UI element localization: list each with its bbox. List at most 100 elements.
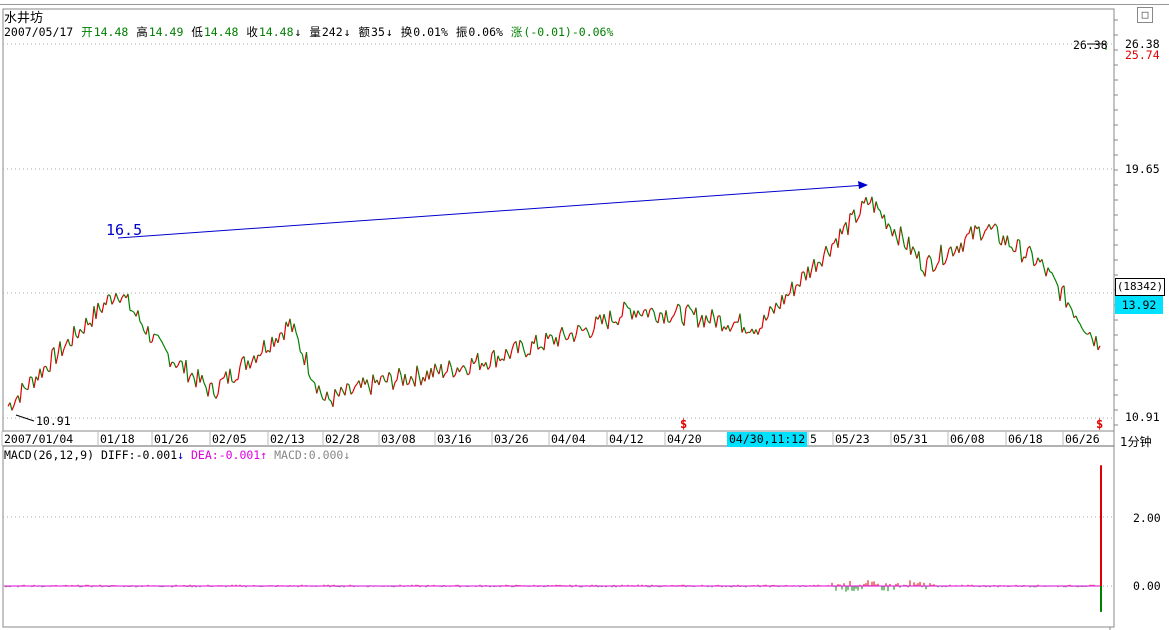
price-segment — [779, 295, 783, 309]
price-segment — [63, 343, 67, 350]
signal-icon-2[interactable]: $ — [1096, 417, 1104, 431]
price-segment — [1053, 277, 1057, 282]
close-icon[interactable]: □ — [1137, 7, 1153, 23]
price-segment — [57, 341, 61, 355]
price-segment — [1031, 252, 1035, 266]
price-segment — [859, 200, 863, 215]
price-segment — [1045, 267, 1049, 277]
price-segment — [310, 378, 314, 382]
price-segment — [169, 361, 173, 368]
price-segment — [493, 350, 497, 368]
price-segment — [13, 398, 17, 406]
price-segment — [829, 244, 833, 257]
price-segment — [141, 324, 145, 332]
price-segment — [324, 391, 328, 401]
price-segment — [980, 236, 984, 241]
price-segment — [775, 302, 779, 307]
x-tick-label: 02/28 — [325, 432, 360, 446]
price-segment — [344, 383, 348, 396]
price-segment — [924, 259, 928, 277]
y-max-red-label: 25.74 — [1125, 48, 1160, 62]
price-segment — [320, 393, 324, 400]
price-segment — [271, 336, 275, 347]
price-segment — [1002, 235, 1006, 246]
price-segment — [348, 384, 352, 395]
x-tick-label: 02/05 — [212, 432, 247, 446]
price-segment — [593, 316, 597, 330]
price-segment — [891, 229, 895, 237]
price-segment — [131, 310, 135, 313]
price-segment — [362, 377, 366, 385]
price-segment — [109, 295, 113, 305]
price-segment — [885, 223, 889, 230]
price-segment — [229, 368, 233, 382]
price-segment — [1069, 305, 1073, 311]
x-tick-label: 06/08 — [950, 432, 985, 446]
price-segment — [61, 348, 65, 357]
price-segment — [1059, 287, 1063, 301]
price-segment — [175, 365, 179, 369]
price-segment — [71, 325, 75, 346]
price-segment — [73, 325, 77, 336]
price-segment — [416, 365, 420, 376]
price-segment — [809, 267, 813, 279]
price-segment — [83, 317, 87, 334]
trend-annotation-line[interactable] — [117, 184, 867, 239]
price-segment — [53, 347, 57, 364]
price-segment — [101, 302, 105, 313]
price-segment — [705, 315, 709, 322]
price-segment — [719, 315, 723, 332]
current-price-box: 13.92 — [1115, 296, 1163, 314]
signal-icon[interactable]: $ — [680, 417, 688, 431]
price-segment — [627, 307, 631, 310]
price-segment — [715, 315, 719, 328]
price-segment — [185, 359, 189, 383]
price-segment — [467, 373, 470, 376]
x-tick-label: 06/18 — [1008, 432, 1043, 446]
price-segment — [739, 313, 743, 333]
price-segment — [295, 332, 299, 340]
price-segment — [307, 373, 312, 380]
price-segment — [215, 393, 219, 399]
price-segment — [581, 329, 585, 332]
x-tick-label: 03/16 — [437, 432, 472, 446]
price-segment — [761, 314, 765, 329]
price-segment — [641, 310, 645, 317]
price-segment — [667, 321, 671, 323]
price-segment — [585, 327, 589, 333]
price-segment — [607, 310, 611, 330]
price-segment — [432, 363, 436, 378]
amount-value: 35 — [371, 25, 385, 39]
price-segment — [1035, 257, 1039, 265]
price-segment — [211, 382, 215, 396]
price-segment — [434, 363, 438, 371]
price-segment — [683, 307, 687, 326]
macd-y-tick-0: 0.00 — [1133, 579, 1161, 593]
price-segment — [791, 281, 795, 297]
price-segment — [521, 342, 525, 351]
x-tick-label: 06/26 — [1065, 432, 1100, 446]
price-segment — [565, 338, 569, 341]
macd-panel-frame — [2, 445, 1115, 628]
price-segment — [996, 226, 1000, 243]
x-tick-label: 01/26 — [154, 432, 189, 446]
price-segment — [703, 315, 707, 328]
price-segment — [701, 315, 705, 328]
price-segment — [529, 341, 533, 355]
price-segment — [611, 320, 615, 324]
turnover-label: 换 — [400, 25, 413, 39]
price-segment — [332, 389, 336, 407]
price-segment — [665, 310, 669, 322]
price-segment — [181, 361, 185, 374]
price-segment — [424, 370, 428, 382]
x-tick-label: 05/31 — [893, 432, 928, 446]
price-segment — [201, 375, 205, 384]
price-segment — [745, 331, 749, 334]
price-segment — [29, 376, 33, 378]
y-tick-1965: 19.65 — [1125, 162, 1160, 176]
price-segment — [613, 321, 617, 324]
timeframe-selector[interactable]: 1分钟 — [1120, 435, 1152, 449]
price-segment — [440, 364, 444, 378]
close-down-arrow-icon: ↓ — [294, 25, 302, 39]
